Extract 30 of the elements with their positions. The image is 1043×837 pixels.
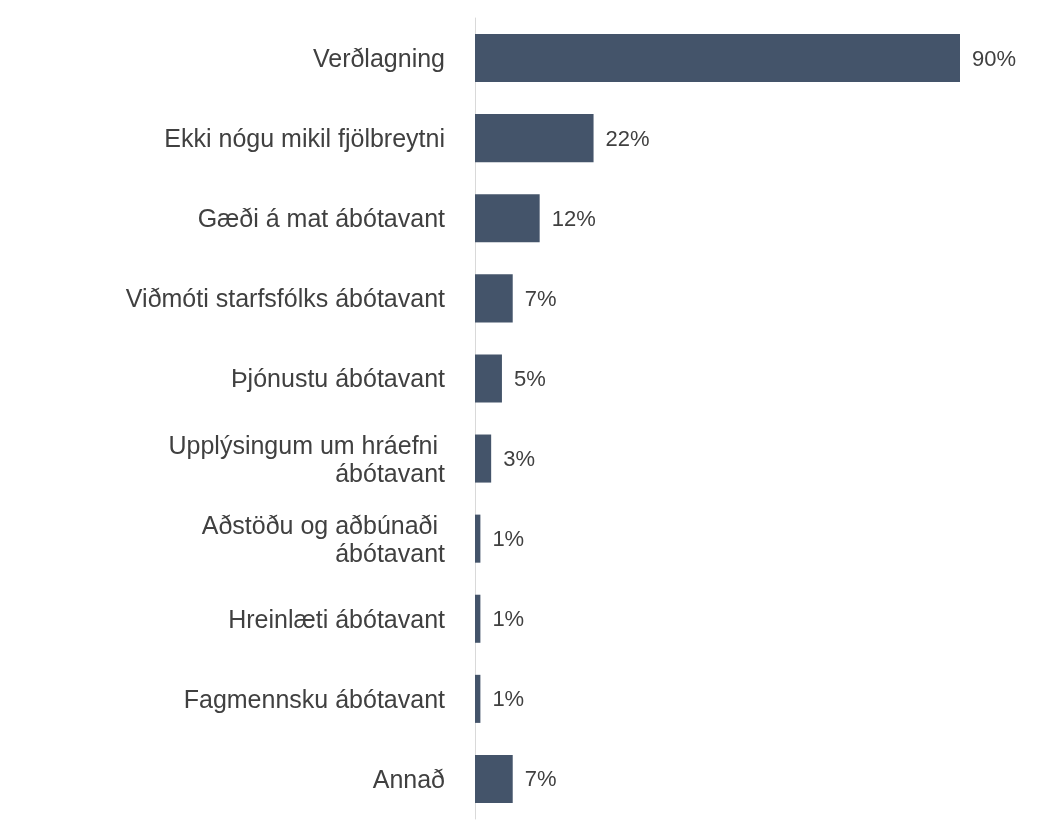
bar (475, 434, 492, 483)
bar (475, 34, 960, 83)
y-tick-label: Gæði á mat ábótavant (197, 204, 446, 233)
data-label: 12% (551, 205, 596, 231)
data-label: 22% (605, 125, 650, 151)
bar (475, 754, 513, 803)
y-tick-label: Þjónustu ábótavant (230, 364, 446, 393)
data-label: 5% (513, 365, 546, 391)
data-label: 90% (972, 45, 1017, 71)
y-tick-label: Aðstöðu og aðbúnaði ábótavant (201, 510, 446, 567)
data-label: 1% (492, 606, 525, 632)
data-label: 1% (492, 526, 525, 552)
y-tick-label: Viðmóti starfsfólks ábótavant (125, 284, 446, 313)
y-tick-label: Annað (372, 764, 445, 793)
bar (475, 594, 481, 643)
bar (475, 514, 481, 563)
bar (475, 354, 502, 403)
data-label: 7% (524, 285, 557, 311)
data-label: 1% (492, 686, 525, 712)
bar (475, 114, 594, 163)
y-tick-label: Verðlagning (312, 44, 445, 73)
y-tick-label: Fagmennsku ábótavant (183, 684, 446, 713)
y-tick-label: Hreinlæti ábótavant (228, 604, 446, 633)
y-tick-label: Ekki nógu mikil fjölbreytni (164, 124, 445, 153)
bar (475, 194, 540, 243)
bar (475, 674, 481, 723)
y-tick-label: Upplýsingum um hráefni ábótavant (168, 430, 446, 487)
data-label: 7% (524, 766, 557, 792)
data-label: 3% (503, 446, 535, 472)
bar (475, 274, 513, 323)
